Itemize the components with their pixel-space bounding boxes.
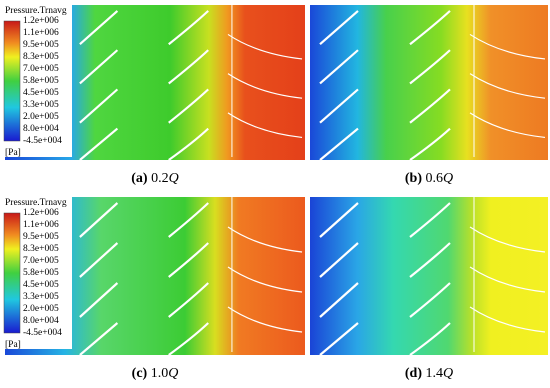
caption-flow: 0.2 — [148, 171, 169, 186]
legend-label: 8.3e+005 — [23, 244, 59, 254]
caption-label: (a) — [131, 171, 148, 186]
caption-symbol: Q — [443, 171, 453, 186]
legend-label: 9.5e+005 — [23, 40, 59, 50]
legend-label: 4.5e+005 — [23, 280, 59, 290]
color-bar — [3, 212, 21, 334]
panel-caption: (b) 0.6Q — [405, 171, 453, 186]
panel-caption: (d) 1.4Q — [405, 366, 453, 381]
caption-label: (d) — [405, 366, 422, 381]
legend-label: 3.3e+005 — [23, 100, 59, 110]
legend-title: Pressure.Trnavg — [5, 198, 67, 208]
legend-label: 1.1e+006 — [23, 220, 59, 230]
legend-label: 4.5e+005 — [23, 88, 59, 98]
legend-unit: [Pa] — [5, 340, 21, 350]
legend-label: 7.0e+005 — [23, 256, 59, 266]
caption-flow: 1.4 — [422, 366, 443, 381]
legend-label: 5.8e+005 — [23, 76, 59, 86]
caption-symbol: Q — [169, 171, 179, 186]
legend-label: -4.5e+004 — [23, 136, 62, 146]
caption-symbol: Q — [443, 366, 453, 381]
caption-label: (c) — [132, 366, 148, 381]
legend-label: 8.0e+004 — [23, 124, 59, 134]
legend-label: 2.0e+005 — [23, 112, 59, 122]
legend-label: -4.5e+004 — [23, 328, 62, 338]
color-bar — [3, 20, 21, 142]
legend-label: 3.3e+005 — [23, 292, 59, 302]
panel-caption: (a) 0.2Q — [131, 171, 178, 186]
legend-label: 1.2e+006 — [23, 16, 59, 26]
legend-label: 1.2e+006 — [23, 208, 59, 218]
caption-flow: 1.0 — [147, 366, 168, 381]
legend-label: 9.5e+005 — [23, 232, 59, 242]
caption-symbol: Q — [168, 366, 178, 381]
legend-title: Pressure.Trnavg — [5, 6, 67, 16]
legend-label: 7.0e+005 — [23, 64, 59, 74]
legend-label: 5.8e+005 — [23, 268, 59, 278]
legend-unit: [Pa] — [5, 148, 21, 158]
caption-flow: 0.6 — [422, 171, 443, 186]
panel-caption: (c) 1.0Q — [132, 366, 179, 381]
legend-label: 8.3e+005 — [23, 52, 59, 62]
legend-label: 2.0e+005 — [23, 304, 59, 314]
legend-label: 8.0e+004 — [23, 316, 59, 326]
caption-label: (b) — [405, 171, 422, 186]
legend-label: 1.1e+006 — [23, 28, 59, 38]
